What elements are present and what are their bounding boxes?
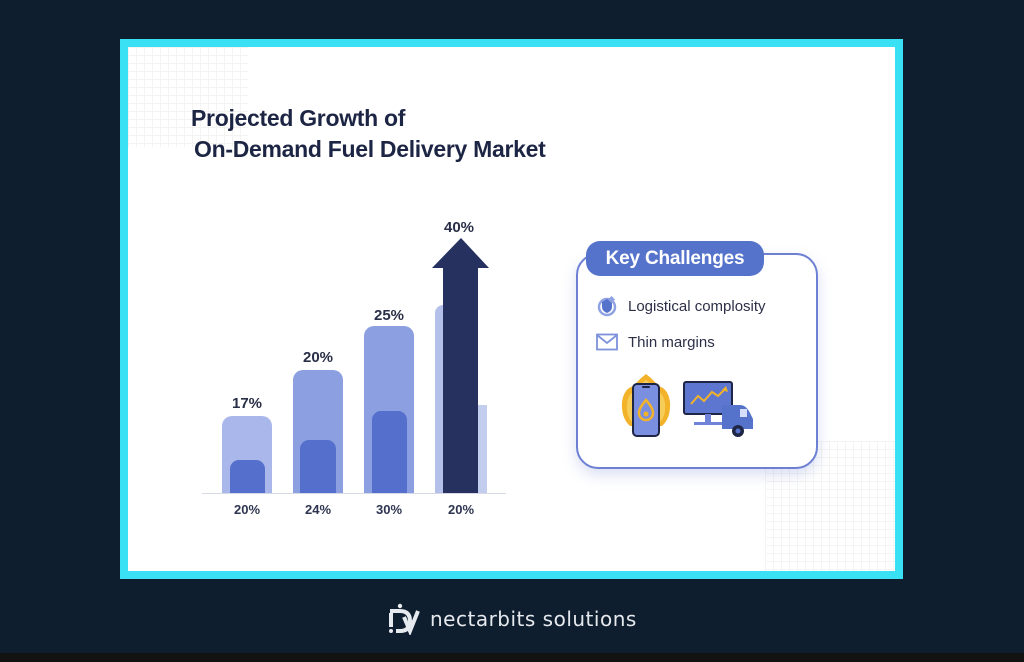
brand-logo: nectarbits solutions <box>386 603 637 635</box>
nectarbits-logo-icon <box>389 603 420 635</box>
bar-1-category-label: 20% <box>233 502 261 517</box>
chart-title-line1: Projected Growth of <box>191 105 406 131</box>
grid-decoration <box>128 47 248 147</box>
bar-1-value-label: 17% <box>231 395 263 412</box>
bar-4-category-label: 20% <box>447 502 475 517</box>
bar-4-value-label: 40% <box>443 219 475 236</box>
key-challenges-panel <box>576 253 818 469</box>
challenge-item-margins: Thin margins <box>596 331 715 353</box>
bottom-strip <box>0 653 1024 662</box>
bar-2-value-label: 20% <box>302 349 334 366</box>
key-challenges-heading: Key Challenges <box>586 241 764 276</box>
brand-name: nectarbits solutions <box>430 607 637 631</box>
bar-3-inner <box>372 411 407 493</box>
delivery-truck-icon <box>722 405 753 437</box>
bar-2-category-label: 24% <box>304 502 332 517</box>
slide-frame: Projected Growth of On-Demand Fuel Deliv… <box>120 39 903 579</box>
phone-fuel-drop-icon <box>621 374 671 437</box>
bar-3-category-label: 30% <box>375 502 403 517</box>
challenge-label: Thin margins <box>628 333 715 351</box>
bar-2-inner <box>300 440 336 493</box>
challenge-label: Logistical complosity <box>628 297 766 315</box>
bar-3-value-label: 25% <box>373 307 405 324</box>
bar-1-inner <box>230 460 265 493</box>
monitor-chart-icon <box>683 381 733 425</box>
growth-arrow-icon <box>432 238 489 493</box>
challenge-item-logistics: Logistical complosity <box>596 295 766 317</box>
chart-title-line2: On-Demand Fuel Delivery Market <box>194 136 546 162</box>
chart-baseline <box>202 493 506 494</box>
shield-icon <box>596 295 618 317</box>
envelope-icon <box>596 331 618 353</box>
